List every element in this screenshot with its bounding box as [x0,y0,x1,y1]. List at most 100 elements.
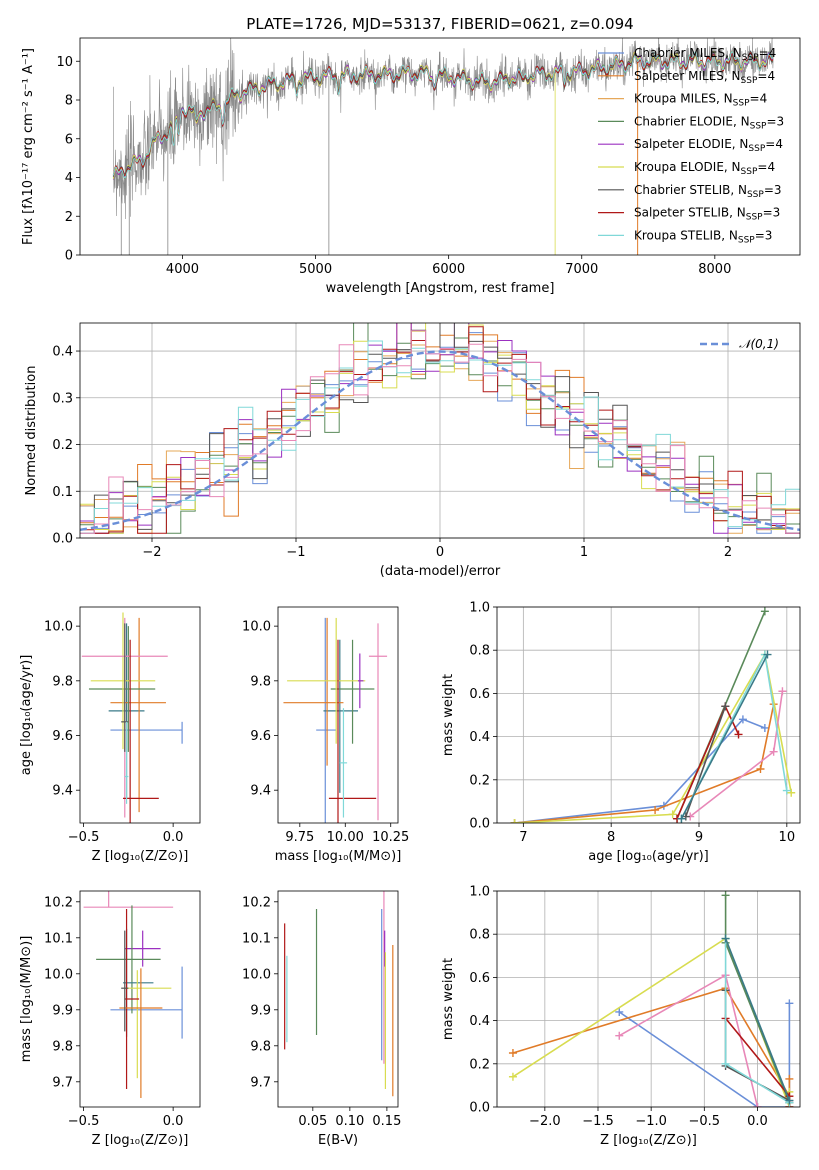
legend-subscript: SSP [747,190,764,200]
axes-frame [79,890,201,1108]
x-tick-label: 0.10 [335,1114,364,1129]
weight-marker [760,723,769,732]
y-tick-label: 1.0 [469,601,490,616]
weight-marker [508,1072,517,1081]
legend-entry: Salpeter ELODIE, NSSP=4 [634,137,783,154]
y-tick-label: 9.7 [250,1075,271,1090]
y-tick-label: 9.4 [52,784,73,799]
weight-marker [510,819,519,823]
weight-marker [721,702,730,711]
plot-area [112,38,774,255]
x-axis-label: (data-model)/error [380,564,501,579]
y-tick-label: 9.6 [52,729,73,744]
weight-line-0 [514,718,766,823]
mass-weight-vs-age-panel: 7 8 9 10 0.0 0.2 0.4 0.6 0.8 1.0 age [log₁₀(age/yr… [441,601,801,864]
weight-marker [763,650,772,659]
axes-frame [277,606,399,824]
x-tick-label: −2.0 [529,1114,561,1129]
legend-text: Chabrier ELODIE, N [634,114,750,128]
axes-frame [79,322,801,539]
legend-text: =3 [766,114,784,128]
y-tick-label: 2 [65,210,73,225]
y-tick-label: 10.0 [44,620,73,635]
x-tick-label: 10 [779,830,796,845]
legend-entry: Kroupa MILES, NSSP=4 [634,92,767,109]
y-tick-label: 0.3 [52,391,73,406]
plot-area [81,612,183,823]
y-tick-label: 9.9 [250,1003,271,1018]
x-axis-label: E(B-V) [318,1133,358,1148]
x-tick-label: 4000 [166,262,199,277]
y-tick-label: 0.0 [52,532,73,547]
y-tick-label: 4 [65,171,73,186]
y-tick-label: 0.6 [469,687,490,702]
legend-entry: Chabrier ELODIE, NSSP=3 [634,114,784,131]
legend-text: =4 [759,46,777,60]
legend-entry: Kroupa ELODIE, NSSP=4 [634,160,775,177]
y-tick-label: 9.8 [52,1039,73,1054]
figure-title: PLATE=1726, MJD=53137, FIBERID=0621, z=0… [246,15,633,33]
x-tick-label: 0.0 [747,1114,768,1129]
legend-text: =3 [764,183,782,197]
x-axis-label: wavelength [Angstrom, rest frame] [326,281,555,296]
legend-subscript: SSP [748,144,765,154]
legend-text: Chabrier MILES, N [634,46,742,60]
weight-line-8 [724,938,791,1101]
y-tick-label: 10.0 [242,620,271,635]
legend-text: =4 [765,137,783,151]
weight-marker [734,730,743,739]
x-tick-label: 8000 [698,262,731,277]
axes-frame [79,37,801,256]
x-tick-label: 9.75 [285,830,314,845]
mass-weight-vs-z-panel: −2.0 −1.5 −1.0 −0.5 0.0 0.0 0.2 0.4 0.6 0.8 1.0 Z [… [441,885,801,1148]
y-tick-label: 9.8 [250,674,271,689]
y-tick-label: 0.2 [52,438,73,453]
legend-text: Chabrier STELIB, N [634,183,747,197]
x-tick-label: 1 [580,545,588,560]
normal-curve [80,350,800,531]
weight-marker [782,786,791,795]
histogram-step-6 [80,323,800,534]
x-tick-label: −1.5 [582,1114,614,1129]
y-tick-label: 0.8 [469,644,490,659]
y-tick-label: 9.8 [52,674,73,689]
weight-line-1 [514,704,775,823]
residuals-panel: −2 −1 0 1 2 0.0 0.1 0.2 0.3 0.4 (data-model)/error… [24,322,801,579]
weight-marker [756,765,765,773]
x-axis-label: Z [log₁₀(Z/Z⊙)] [600,1133,697,1148]
y-tick-label: 0.6 [469,971,490,986]
y-axis-label: Normed distribution [24,366,39,496]
y-tick-label: 0.2 [469,773,490,788]
x-tick-label: −2 [142,545,161,560]
plot-area [508,891,794,1107]
legend-text: =4 [750,92,768,106]
weight-marker [760,607,769,616]
plot-area [510,607,796,823]
x-tick-label: −0.5 [689,1114,721,1129]
y-axis-label: Flux [fλ10⁻¹⁷ erg cm⁻² s⁻¹ A⁻¹] [21,48,36,245]
spectrum-panel: 4000 5000 6000 7000 8000 0 2 4 6 8 10 wavelength [A… [21,37,801,296]
x-axis-label: Z [log₁₀(Z/Z⊙)] [92,849,189,864]
legend-subscript: SSP [741,167,758,177]
y-tick-label: 0.1 [52,485,73,500]
x-tick-label: 5000 [299,262,332,277]
x-tick-label: −0.5 [68,830,100,845]
x-tick-label: −1.0 [635,1114,667,1129]
y-axis-label: mass weight [441,674,456,756]
legend-text: Salpeter MILES, N [634,69,741,83]
model-line-7 [112,51,774,177]
weight-marker [738,715,747,724]
legend-text: Salpeter STELIB, N [634,206,746,220]
y-tick-label: 6 [65,132,73,147]
x-tick-label: 8 [607,830,615,845]
weight-line-8 [680,654,769,820]
legend-entry: Salpeter MILES, NSSP=4 [634,69,775,86]
x-tick-label: −0.5 [68,1114,100,1129]
y-tick-label: 10.1 [44,931,73,946]
y-axis-label: mass weight [441,958,456,1040]
legend-text: =3 [763,206,781,220]
legend-text: Salpeter ELODIE, N [634,137,748,151]
legend-subscript: SSP [750,121,767,131]
y-tick-label: 0.0 [469,1101,490,1116]
